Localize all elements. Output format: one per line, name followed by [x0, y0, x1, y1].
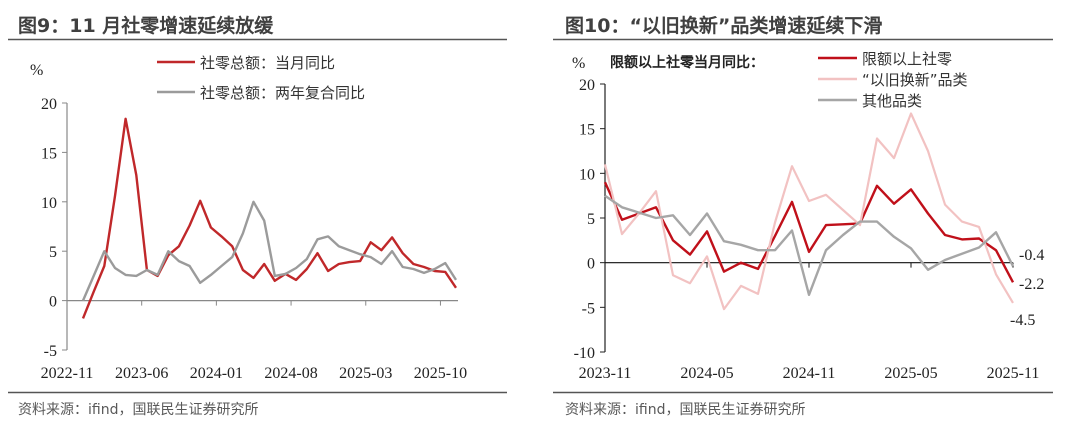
x-tick-label: 2025-03 — [339, 365, 392, 382]
y-tick-label: 15 — [579, 122, 595, 139]
series-line-1 — [603, 181, 1015, 283]
x-tick-label: 2023-06 — [115, 365, 168, 382]
series-line-1 — [81, 117, 457, 319]
y-tick-label: 5 — [49, 244, 57, 261]
y-tick-label: -5 — [582, 300, 595, 317]
y-tick-label: -5 — [44, 343, 57, 360]
legend-label: “以旧换新”品类 — [862, 71, 968, 89]
y-tick-label: 20 — [41, 96, 57, 113]
data-label: -0.4 — [1019, 247, 1044, 264]
legend-label: 其他品类 — [862, 92, 922, 110]
chart-subtitle: 限额以上社零当月同比： — [610, 54, 764, 71]
y-tick-label: 10 — [579, 166, 595, 183]
chart-title: 图10：“以旧换新”品类增速延续下滑 — [565, 14, 882, 37]
legend-label: 限额以上社零 — [862, 50, 952, 68]
series-line-2 — [603, 112, 1014, 311]
x-tick-label: 2025-11 — [987, 365, 1040, 382]
x-tick-label: 2024-11 — [783, 365, 836, 382]
chart-title: 图9：11 月社零增速延续放缓 — [18, 14, 274, 37]
legend-label: 社零总额：当月同比 — [200, 54, 335, 72]
x-tick-label: 2025-05 — [884, 365, 937, 382]
y-tick-label: 0 — [587, 256, 595, 273]
y-tick-label: 0 — [49, 294, 57, 311]
y-tick-label: 15 — [41, 145, 57, 162]
y-tick-label: 20 — [579, 77, 595, 94]
x-tick-label: 2025-10 — [414, 365, 467, 382]
x-tick-label: 2024-08 — [264, 365, 317, 382]
y-axis-unit: % — [572, 55, 585, 72]
data-label: -4.5 — [1010, 312, 1035, 329]
x-tick-label: 2022-11 — [41, 365, 94, 382]
series-line-2 — [81, 200, 458, 302]
x-tick-label: 2024-01 — [190, 365, 243, 382]
x-tick-label: 2023-11 — [579, 365, 632, 382]
legend-label: 社零总额：两年复合同比 — [200, 84, 365, 102]
source-note: 资料来源：ifind，国联民生证券研究所 — [565, 402, 805, 418]
data-label: -2.2 — [1019, 276, 1044, 293]
y-tick-label: 10 — [41, 195, 57, 212]
source-note: 资料来源：ifind，国联民生证券研究所 — [18, 402, 258, 418]
y-axis-unit: % — [30, 62, 43, 79]
x-tick-label: 2024-05 — [680, 365, 733, 382]
y-tick-label: -10 — [574, 345, 595, 362]
series-line-3 — [604, 194, 1015, 296]
y-tick-label: 5 — [587, 211, 595, 228]
